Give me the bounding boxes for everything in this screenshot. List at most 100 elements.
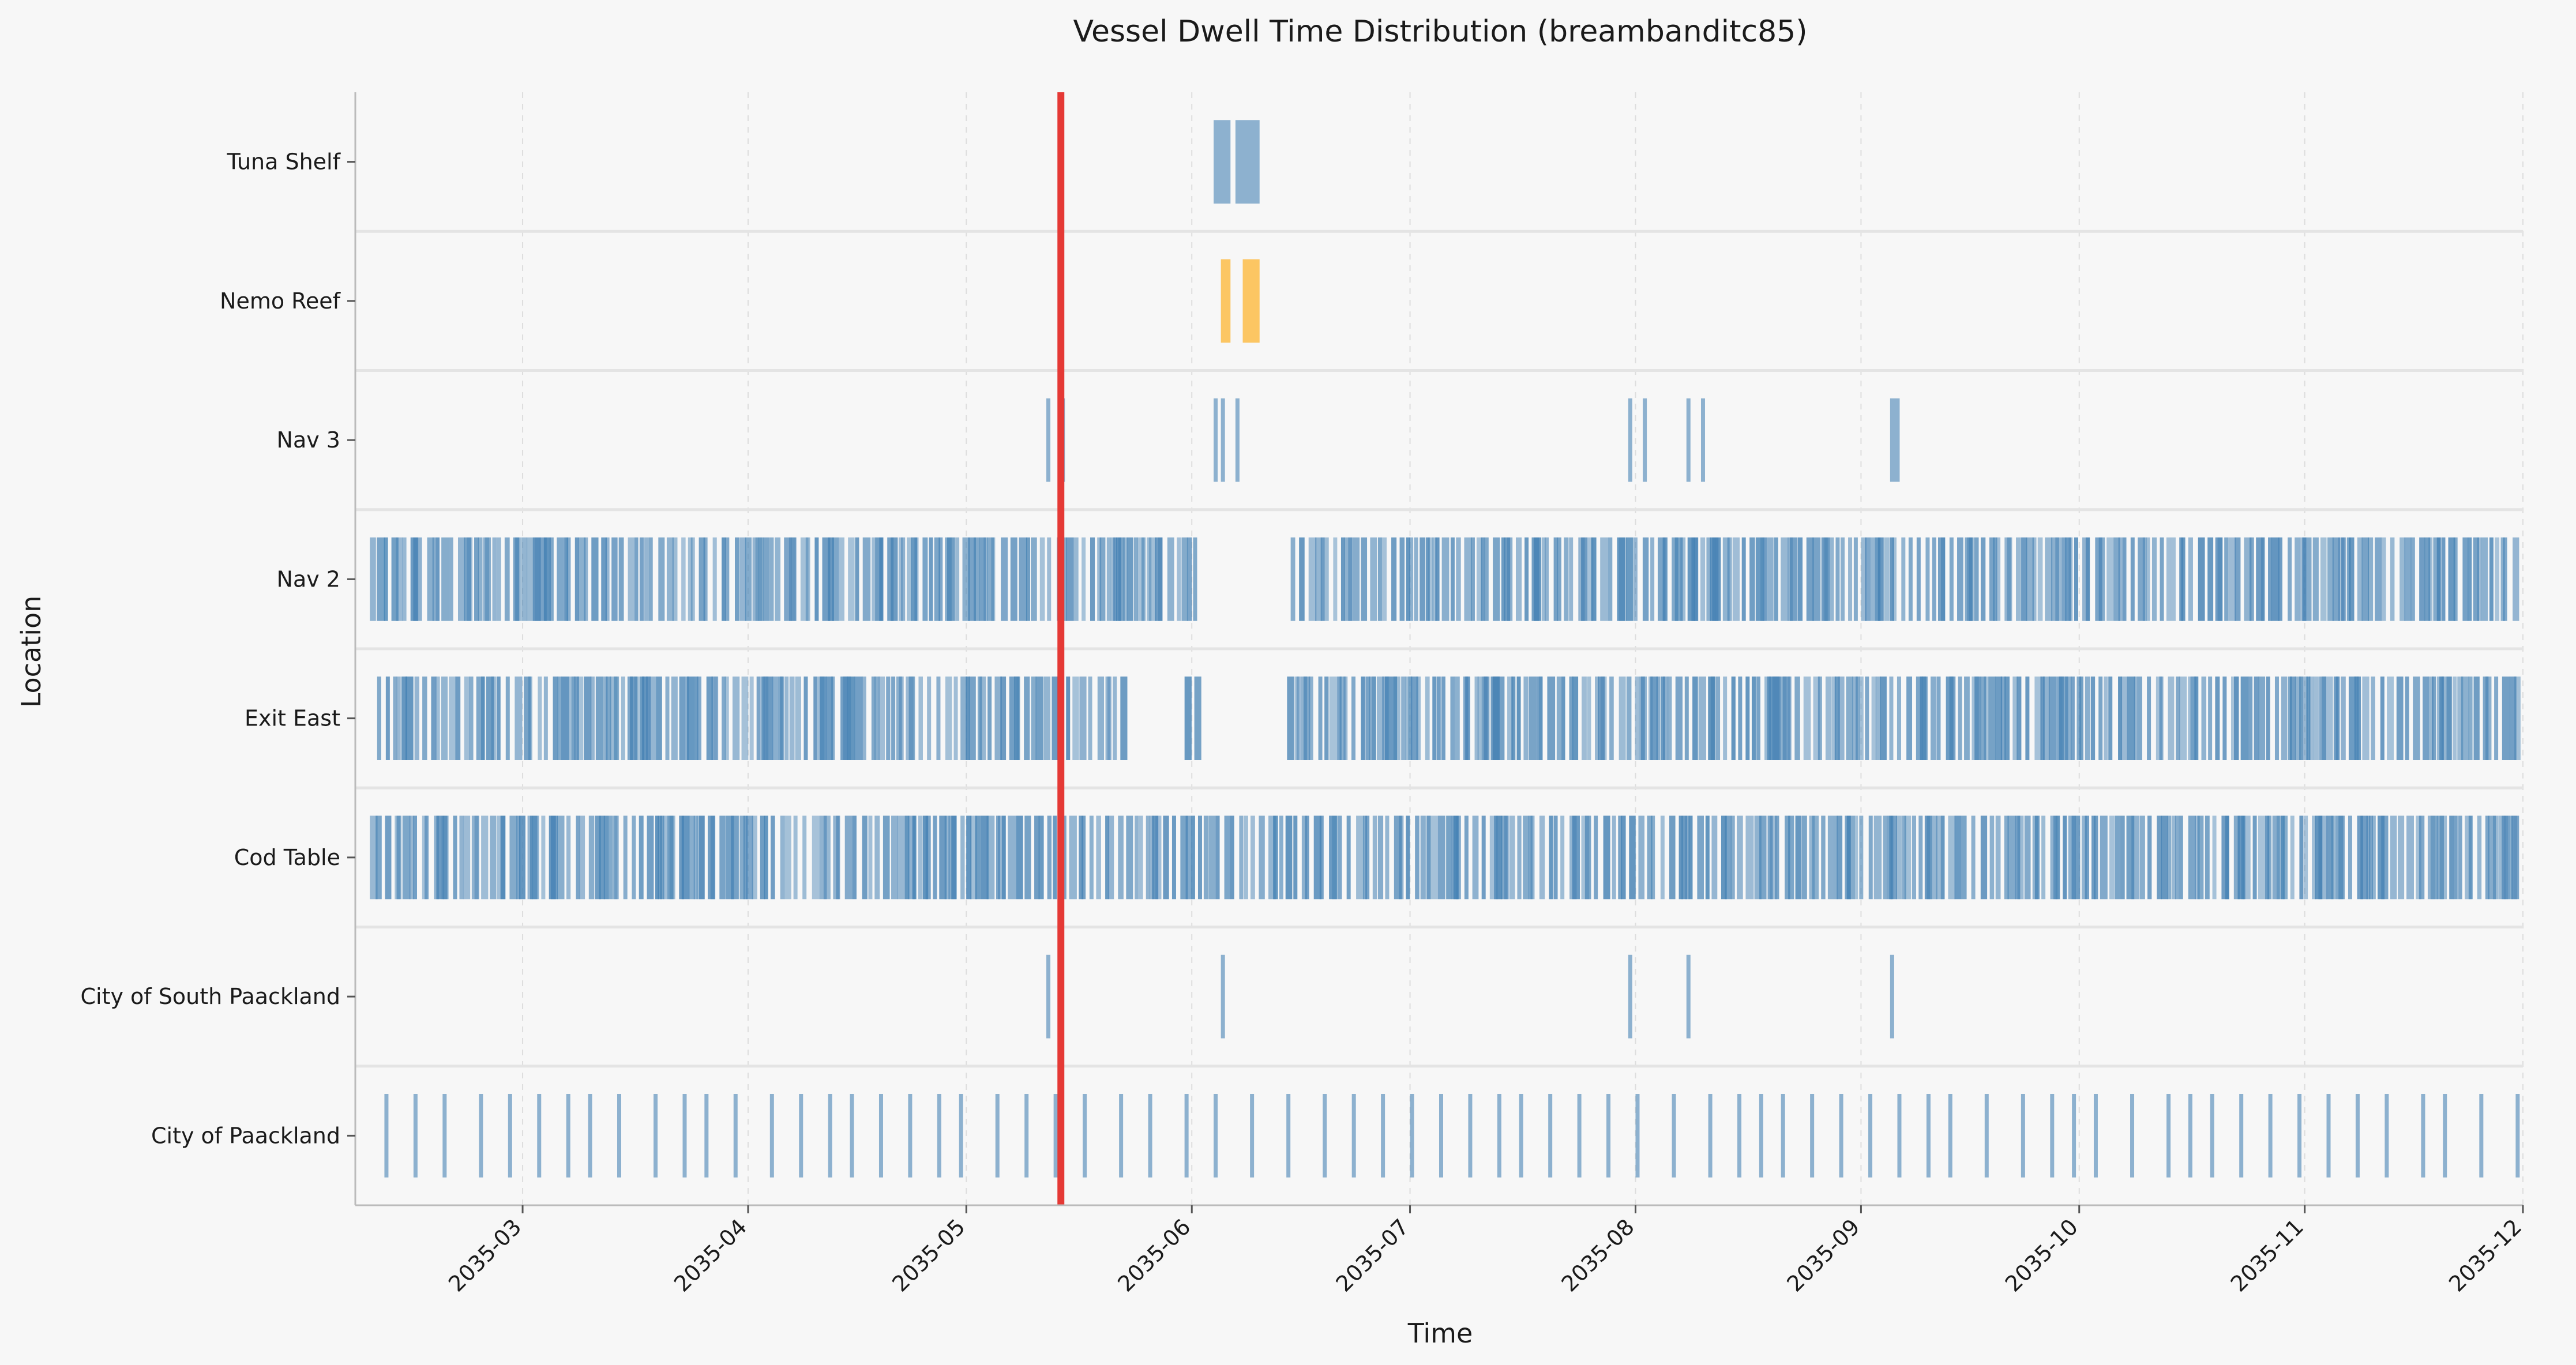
event-bar bbox=[2235, 537, 2241, 621]
event-bar bbox=[618, 537, 624, 621]
event-bar bbox=[443, 815, 448, 900]
event-bar bbox=[2390, 537, 2395, 621]
event-bar bbox=[2007, 815, 2016, 900]
event-bar bbox=[1250, 1094, 1255, 1178]
event-bar bbox=[634, 537, 639, 621]
event-bar bbox=[2341, 537, 2346, 621]
event-bar bbox=[1812, 537, 1820, 621]
event-bar bbox=[1372, 676, 1376, 760]
event-bar bbox=[2188, 537, 2193, 621]
event-bar bbox=[793, 815, 798, 900]
event-bar bbox=[2210, 1094, 2214, 1178]
event-bar bbox=[515, 676, 523, 760]
event-bar bbox=[1661, 676, 1665, 760]
event-bar bbox=[1497, 676, 1505, 760]
event-bar bbox=[571, 676, 576, 760]
event-bar bbox=[1053, 1094, 1058, 1178]
event-bar bbox=[749, 676, 754, 760]
event-bar bbox=[1191, 815, 1195, 900]
event-bar bbox=[1214, 120, 1231, 204]
event-bar bbox=[886, 676, 891, 760]
event-bar bbox=[1519, 1094, 1523, 1178]
event-bar bbox=[2147, 676, 2151, 760]
event-bar bbox=[1507, 676, 1514, 760]
event-bar bbox=[887, 537, 894, 621]
event-bar bbox=[1996, 537, 2001, 621]
event-bar bbox=[2410, 537, 2415, 621]
event-bar bbox=[1464, 815, 1469, 900]
event-bar bbox=[1110, 537, 1115, 621]
event-bar bbox=[2026, 537, 2034, 621]
event-bar bbox=[764, 815, 768, 900]
event-bar bbox=[577, 676, 584, 760]
event-bar bbox=[2130, 1094, 2135, 1178]
event-bar bbox=[1208, 815, 1216, 900]
event-bar bbox=[688, 537, 693, 621]
event-bar bbox=[2421, 1094, 2425, 1178]
event-bar bbox=[1722, 537, 1730, 621]
event-bar bbox=[2272, 815, 2280, 900]
event-bar bbox=[1501, 537, 1505, 621]
event-bar bbox=[703, 537, 708, 621]
event-bar bbox=[712, 537, 717, 621]
event-bar bbox=[2012, 676, 2018, 760]
event-bar bbox=[2201, 676, 2207, 760]
event-bar bbox=[828, 537, 834, 621]
event-bar bbox=[2458, 815, 2462, 900]
event-bar bbox=[1958, 676, 1962, 760]
event-bar bbox=[1715, 676, 1721, 760]
event-bar bbox=[1584, 815, 1591, 900]
event-bar bbox=[1912, 815, 1916, 900]
event-bar bbox=[1411, 676, 1418, 760]
event-bar bbox=[2432, 676, 2436, 760]
event-bar bbox=[1548, 1094, 1553, 1178]
event-bar bbox=[2268, 1094, 2273, 1178]
event-bar bbox=[467, 537, 473, 621]
event-bar bbox=[2462, 537, 2469, 621]
event-bar bbox=[899, 676, 904, 760]
event-bar bbox=[1948, 815, 1955, 900]
event-bar bbox=[1293, 815, 1298, 900]
event-bar bbox=[732, 676, 740, 760]
event-bar bbox=[453, 815, 457, 900]
event-bar bbox=[795, 676, 801, 760]
event-bar bbox=[2295, 537, 2301, 621]
event-bar bbox=[1047, 537, 1052, 621]
event-bar bbox=[927, 676, 932, 760]
event-bar bbox=[1684, 676, 1689, 760]
event-bar bbox=[1082, 537, 1086, 621]
event-bar bbox=[2348, 815, 2352, 900]
event-bar bbox=[528, 676, 532, 760]
event-bar bbox=[2362, 676, 2370, 760]
event-bar bbox=[1680, 537, 1686, 621]
event-bar bbox=[1065, 537, 1074, 621]
event-bar bbox=[2258, 676, 2266, 760]
event-bar bbox=[1000, 676, 1007, 760]
event-bar bbox=[574, 537, 579, 621]
event-bar bbox=[2515, 1094, 2520, 1178]
event-bar bbox=[2137, 676, 2142, 760]
event-bar bbox=[481, 676, 486, 760]
event-bar bbox=[2157, 815, 2162, 900]
event-bar bbox=[1024, 1094, 1029, 1178]
event-bar bbox=[2441, 676, 2447, 760]
event-bar bbox=[1686, 954, 1691, 1039]
event-bar bbox=[1698, 676, 1706, 760]
event-bar bbox=[724, 676, 729, 760]
event-bar bbox=[2416, 815, 2421, 900]
event-bar bbox=[566, 537, 571, 621]
event-bar bbox=[2170, 537, 2176, 621]
event-bar bbox=[765, 676, 773, 760]
event-bar bbox=[945, 676, 952, 760]
event-bar bbox=[1812, 815, 1819, 900]
event-bar bbox=[1831, 676, 1836, 760]
event-bar bbox=[979, 537, 986, 621]
event-bar bbox=[611, 537, 618, 621]
event-bar bbox=[1441, 537, 1450, 621]
event-bar bbox=[2265, 815, 2270, 900]
event-bar bbox=[490, 815, 497, 900]
event-bar bbox=[656, 676, 662, 760]
event-bar bbox=[1916, 537, 1921, 621]
event-bar bbox=[1066, 676, 1071, 760]
event-bar bbox=[745, 537, 752, 621]
